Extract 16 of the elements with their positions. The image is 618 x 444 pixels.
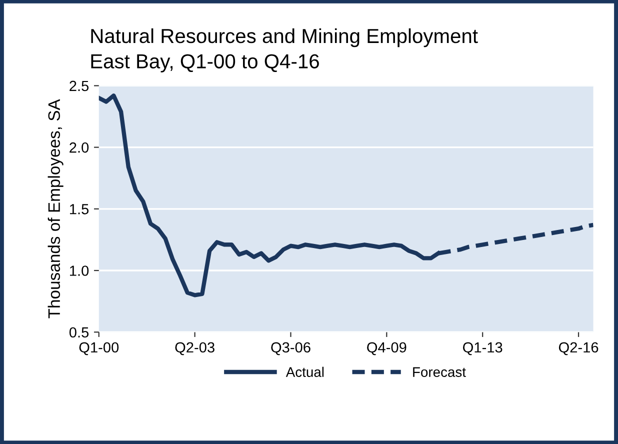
legend-label: Forecast <box>413 367 466 377</box>
x-tick-label: Q3-06 <box>271 342 310 356</box>
y-tick-label: 2.0 <box>70 142 89 153</box>
x-tick-label: Q2-03 <box>175 342 214 356</box>
x-tick-label: Q2-16 <box>558 342 598 356</box>
y-tick-label: 1.0 <box>70 266 89 276</box>
y-tick-label: 2.5 <box>70 80 89 92</box>
y-tick-label: 0.5 <box>69 327 89 338</box>
y-axis-title: Thousands of Employees, SA <box>48 99 64 318</box>
chart-title: Natural Resources and Mining Employment <box>91 28 478 48</box>
legend-label: Actual <box>286 366 324 377</box>
x-tick-label: Q4-09 <box>367 342 406 356</box>
x-tick-label: Q1-00 <box>79 342 119 356</box>
y-tick-label: 1.5 <box>70 204 89 214</box>
x-tick-label: Q1-13 <box>463 342 502 356</box>
chart-subtitle: East Bay, Q1-00 to Q4-16 <box>91 54 319 72</box>
